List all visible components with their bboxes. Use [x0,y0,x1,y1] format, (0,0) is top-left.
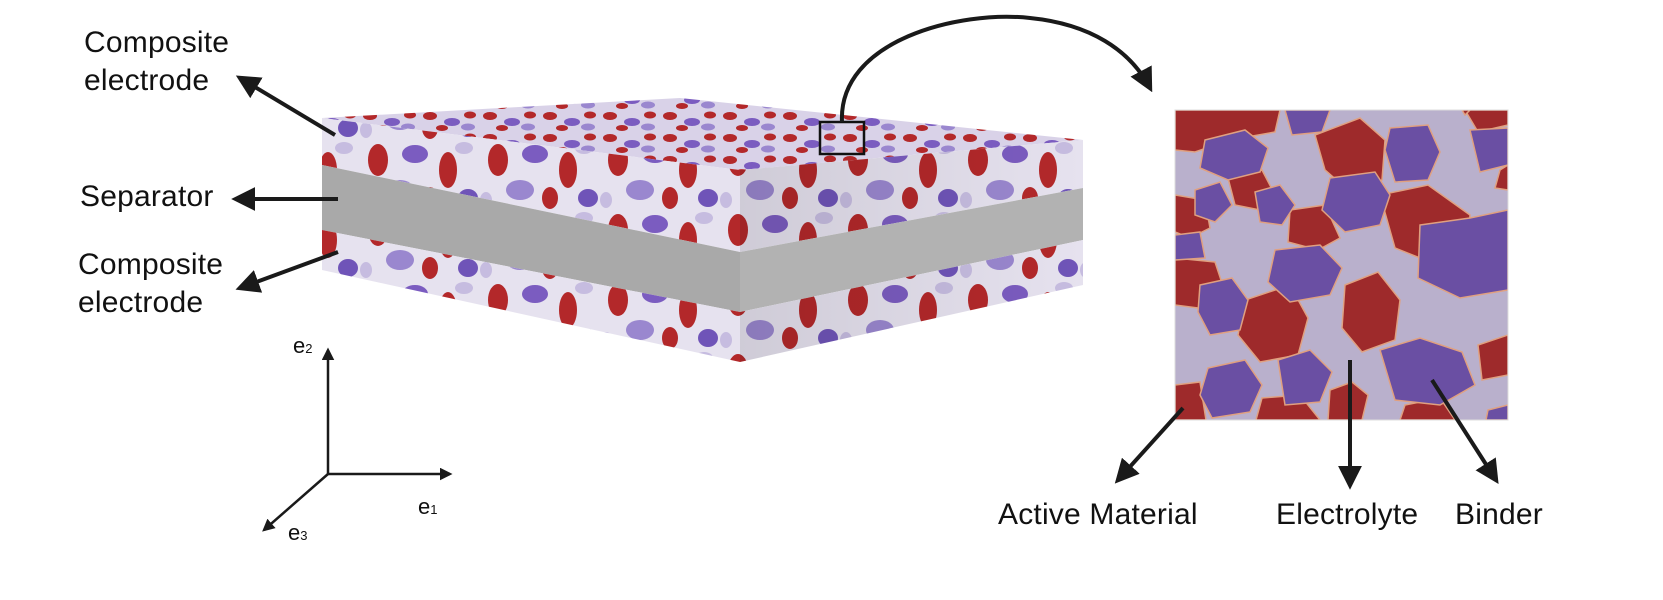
label-e1-base: e [418,494,431,519]
label-top-electrode: Composite electrode [84,24,229,100]
label-separator: Separator [80,180,214,213]
label-binder: Binder [1455,498,1543,531]
arrow-binder [1430,378,1499,485]
label-e1: e1 [418,494,437,520]
label-bottom-electrode: Composite electrode [78,246,223,322]
label-e2-sub: 2 [305,341,313,356]
label-active-material: Active Material [998,498,1198,531]
label-e3: e3 [288,520,307,546]
label-electrolyte: Electrolyte [1276,498,1419,531]
label-e2: e2 [293,333,312,359]
arrow-active-material [1114,406,1185,484]
separator-left-face [322,165,740,312]
label-top-electrode-line2: electrode [84,64,210,97]
separator-right-face [740,188,1083,312]
cell-block [322,98,1083,362]
label-e1-sub: 1 [430,502,438,517]
arrow-top-electrode [235,75,337,137]
coordinate-axes [262,347,453,532]
top-electrode-top-face [322,98,1083,170]
arrow-bottom-electrode [235,250,339,293]
microstructure-panel [1174,109,1509,421]
bottom-electrode-left-face [322,230,740,362]
label-bottom-electrode-line2: electrode [78,286,204,319]
label-bottom-electrode-line1: Composite [78,248,224,281]
axis-e3 [262,473,329,532]
label-e3-base: e [288,520,301,545]
label-e2-base: e [293,333,306,358]
top-electrode-left-face [322,118,740,252]
label-e3-sub: 3 [300,528,308,543]
zoom-arrow [839,14,1153,123]
label-top-electrode-line1: Composite [84,26,230,59]
